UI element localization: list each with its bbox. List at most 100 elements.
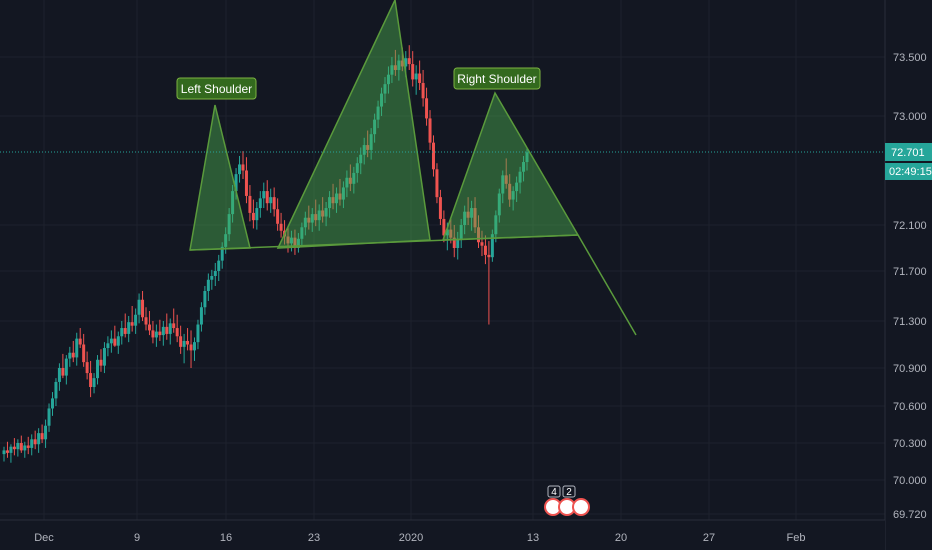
candle-countdown: 02:49:15 [889,166,932,178]
candle [238,155,242,183]
candle [248,185,252,222]
neckline [189,234,579,251]
candle [120,321,124,345]
x-tick-label: 27 [703,532,715,544]
y-tick-label: 70.600 [893,401,927,413]
candle [68,346,72,367]
candle [179,325,183,354]
candle [525,147,529,171]
candle [314,199,318,227]
candle [269,188,273,213]
event-badges[interactable]: 4 2 [544,485,590,516]
y-tick-label: 70.300 [893,438,927,450]
candle [307,205,311,230]
candle [217,254,221,281]
candle [362,137,366,165]
candle [366,130,370,158]
candle [251,199,255,229]
candle [421,69,425,107]
candle [480,230,484,257]
candle [279,212,283,238]
candle [328,191,332,218]
candle [210,269,214,290]
candle [196,319,200,350]
candle [19,435,23,453]
y-tick-label: 72.100 [893,220,927,232]
candle [296,233,300,253]
candle [431,135,435,177]
y-tick-label: 71.300 [893,316,927,328]
candle [303,211,307,236]
candle [213,262,217,286]
y-tick-label: 70.900 [893,363,927,375]
candle [9,444,13,463]
y-tick-label: 73.000 [893,111,927,123]
candle [37,428,41,453]
candle [168,318,172,345]
candle [452,225,456,258]
candle [96,355,100,385]
candle [244,157,248,204]
candle [61,353,65,379]
candle [78,328,82,349]
candle [44,419,48,448]
candle [383,77,387,104]
candle [134,308,138,334]
candle [64,355,68,385]
candle [428,110,432,150]
y-tick-label: 69.720 [893,509,927,521]
candle [397,54,401,81]
x-tick-label: 2020 [399,532,423,544]
candle [390,57,394,83]
candle [293,229,297,255]
left-shoulder-label: Left Shoulder [176,77,257,100]
candle [12,438,16,456]
candle [407,45,411,70]
candle [373,113,377,143]
candle [466,197,470,225]
candle [341,181,345,209]
x-tick-label: 13 [527,532,539,544]
candle [345,170,349,198]
candle [144,307,148,331]
candle [227,208,231,242]
candle [497,188,501,223]
candle [310,208,314,232]
candle [262,182,266,209]
time-axis[interactable]: Dec 9 16 23 2020 13 20 27 Feb [0,519,885,550]
price-axis[interactable]: 73.500 73.000 72.100 71.700 71.300 70.900 70.6… [884,0,932,550]
candle [376,100,380,129]
candle [518,166,522,194]
candle [477,215,481,248]
candle [165,313,169,340]
candle [92,373,96,394]
candle [425,87,429,126]
candle [116,331,120,354]
candle [483,235,487,265]
event-badge-3[interactable] [572,498,590,516]
candle [411,51,415,87]
candle [321,197,325,223]
candle [241,151,245,179]
candle [515,176,519,202]
candle [511,186,515,211]
candle [369,128,373,160]
candle [161,321,165,346]
candle [75,332,79,366]
candle [30,434,34,456]
candle [380,87,384,116]
candle [331,183,335,210]
candle [26,436,30,455]
candle [459,218,463,248]
candle [335,187,339,213]
breakout-projection-line [577,234,637,336]
x-tick-label: Feb [787,532,806,544]
candle [470,200,474,231]
candle [16,439,20,457]
right-shoulder-text: Right Shoulder [457,72,536,86]
candle [255,201,259,230]
candle [123,313,127,338]
candle [89,360,93,398]
